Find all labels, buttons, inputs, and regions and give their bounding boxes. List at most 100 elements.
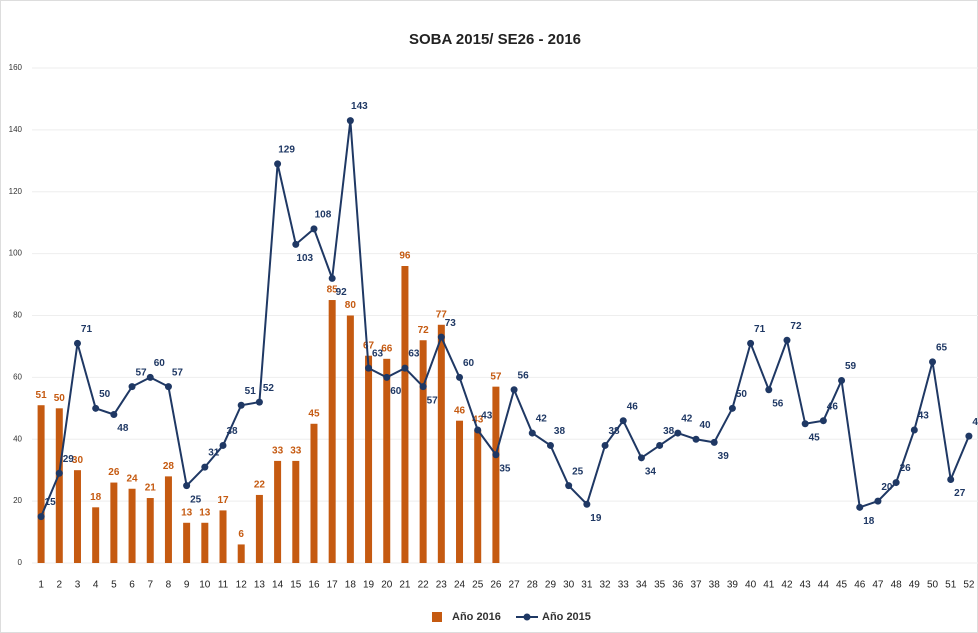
x-tick-label: 44 [818, 580, 830, 591]
y-tick-label: 80 [13, 311, 22, 320]
line-value-label: 38 [554, 426, 566, 437]
line-marker [619, 417, 627, 425]
line-value-label: 31 [208, 448, 220, 459]
x-tick-label: 47 [872, 580, 884, 591]
line-marker [346, 117, 354, 125]
bar-value-label: 13 [181, 507, 193, 518]
bar [183, 522, 191, 563]
bar-value-label: 72 [418, 325, 430, 336]
bar [292, 460, 300, 563]
line-value-label: 57 [135, 367, 147, 378]
line-marker [110, 411, 118, 418]
x-tick-label: 27 [509, 580, 521, 591]
bar [346, 315, 354, 563]
bar [419, 340, 427, 563]
x-tick-label: 23 [436, 580, 448, 591]
line-marker [838, 376, 846, 384]
x-tick-label: 42 [781, 580, 793, 591]
x-tick-label: 39 [727, 580, 739, 591]
line-marker [728, 404, 736, 412]
bar [219, 510, 227, 563]
x-tick-label: 37 [690, 580, 702, 591]
bar [456, 420, 464, 563]
line-value-label: 39 [718, 451, 730, 462]
line-marker [656, 441, 664, 449]
x-tick-label: 50 [927, 580, 939, 591]
bar [128, 488, 136, 563]
bar [201, 522, 209, 563]
legend-label: Año 2015 [542, 611, 591, 623]
bar-value-label: 30 [72, 455, 84, 466]
x-tick-label: 6 [129, 580, 135, 591]
x-tick-label: 29 [545, 580, 557, 591]
x-tick-label: 22 [418, 580, 430, 591]
x-tick-label: 24 [454, 580, 466, 591]
x-tick-label: 4 [93, 580, 99, 591]
line-marker [310, 225, 318, 233]
line-value-label: 57 [427, 395, 439, 406]
line-marker [710, 438, 718, 446]
line-marker [292, 240, 300, 248]
line-marker [201, 463, 209, 471]
x-tick-label: 2 [57, 580, 63, 591]
line-value-label: 63 [372, 349, 384, 360]
x-tick-label: 26 [490, 580, 502, 591]
line-marker [637, 454, 645, 462]
bar-value-label: 45 [308, 408, 320, 419]
x-tick-label: 3 [75, 580, 81, 591]
x-tick-label: 18 [345, 580, 357, 591]
y-tick-label: 140 [9, 125, 23, 134]
x-tick-label: 8 [166, 580, 172, 591]
line-marker [365, 364, 373, 372]
bar [110, 482, 118, 563]
x-tick-label: 20 [381, 580, 393, 591]
bar-value-label: 85 [327, 285, 339, 296]
bar-value-label: 24 [126, 473, 138, 484]
x-tick-label: 1 [38, 580, 44, 591]
x-tick-label: 41 [763, 580, 775, 591]
line-marker [528, 429, 536, 437]
line-value-label: 60 [390, 386, 402, 397]
y-tick-label: 20 [13, 496, 22, 505]
line-value-label: 129 [278, 145, 295, 156]
line-value-label: 42 [681, 414, 693, 425]
line-marker [255, 398, 263, 406]
line-value-label: 38 [226, 426, 238, 437]
line-marker [456, 373, 464, 381]
line-value-label: 72 [790, 321, 802, 332]
bar-value-label: 50 [54, 393, 66, 404]
bar-value-label: 26 [108, 467, 120, 478]
bar-value-label: 33 [290, 446, 302, 457]
line-value-label: 65 [936, 343, 948, 354]
bar-value-label: 6 [238, 529, 244, 540]
bar-value-label: 67 [363, 340, 375, 351]
chart-title: SOBA 2015/ SE26 - 2016 [409, 31, 581, 48]
bar-value-label: 57 [490, 371, 502, 382]
x-tick-label: 5 [111, 580, 117, 591]
bar [474, 429, 482, 563]
line-value-label: 25 [190, 494, 202, 505]
line-value-label: 103 [296, 253, 313, 264]
bar-value-label: 13 [199, 507, 211, 518]
line-marker [55, 469, 63, 477]
legend-swatch [523, 613, 531, 621]
line-marker [947, 475, 955, 483]
x-tick-label: 45 [836, 580, 848, 591]
line-value-label: 56 [518, 370, 530, 381]
line-value-label: 52 [263, 383, 275, 394]
bar [255, 494, 263, 563]
line-value-label: 20 [881, 482, 893, 493]
x-tick-label: 46 [854, 580, 866, 591]
line-marker [92, 404, 100, 412]
bar [274, 460, 282, 563]
bar-value-label: 80 [345, 300, 357, 311]
line-marker [128, 383, 136, 391]
line-value-label: 71 [81, 324, 93, 335]
line-value-label: 92 [336, 287, 348, 298]
line-value-label: 60 [463, 358, 475, 369]
line-marker [328, 274, 336, 282]
line-value-label: 50 [736, 389, 748, 400]
x-tick-label: 33 [618, 580, 630, 591]
line-value-label: 60 [154, 358, 166, 369]
